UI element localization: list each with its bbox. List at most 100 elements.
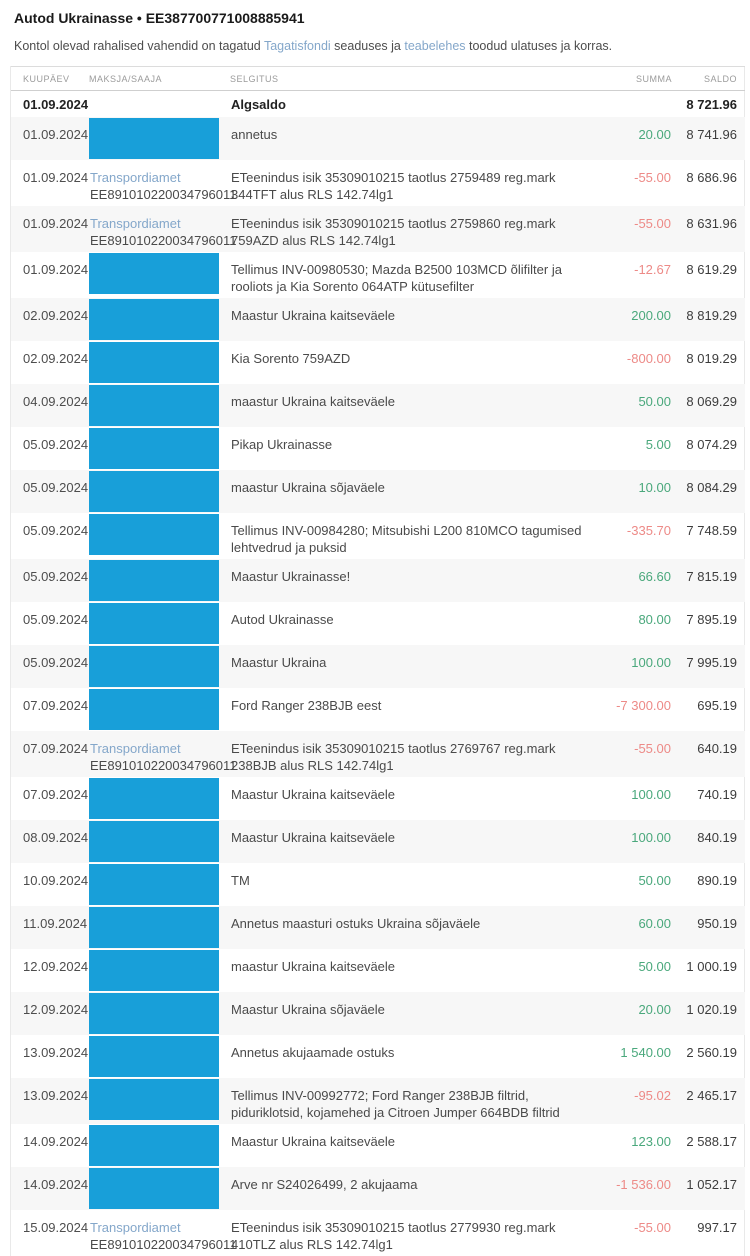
transaction-date: 05.09.2024 — [23, 655, 89, 670]
transaction-date: 04.09.2024 — [23, 394, 89, 409]
transaction-description: Pikap Ukrainasse — [231, 437, 333, 452]
transaction-balance: 8 074.29 — [686, 437, 737, 452]
transaction-row[interactable]: 10.09.2024 TM 50.00 890.19 — [11, 863, 745, 906]
transaction-date: 12.09.2024 — [23, 1002, 89, 1017]
transaction-amount — [612, 91, 672, 118]
transaction-date: 07.09.2024 — [23, 787, 89, 802]
transaction-row[interactable]: 05.09.2024 Autod Ukrainasse 80.00 7 895.19 — [11, 602, 745, 645]
transaction-row[interactable]: 02.09.2024 Maastur Ukraina kaitseväele 200… — [11, 298, 745, 341]
transaction-description: ETeenindus isik 35309010215 taotlus 2769… — [231, 741, 556, 773]
payer-cell — [89, 777, 230, 820]
transaction-description: maastur Ukraina kaitseväele — [231, 394, 396, 409]
payer-link[interactable]: Transpordiamet — [90, 216, 181, 231]
payer-cell — [89, 688, 230, 731]
transaction-amount: 20.00 — [638, 1002, 671, 1017]
transaction-description: Autod Ukrainasse — [231, 612, 334, 627]
column-header-payer: Maksja/saaja — [89, 66, 230, 91]
transaction-row[interactable]: 07.09.2024 Transpordiamet EE89101022003479… — [11, 731, 745, 777]
transaction-row[interactable]: 08.09.2024 Maastur Ukraina kaitseväele 100… — [11, 820, 745, 863]
opening-balance-row: 01.09.2024 Algsaldo 8 721.96 — [11, 91, 745, 118]
transaction-description: Arve nr S24026499, 2 akujaama — [231, 1177, 418, 1192]
transaction-row[interactable]: 01.09.2024 Tellimus INV-00980530; Mazda B… — [11, 252, 745, 298]
transaction-date: 02.09.2024 — [23, 308, 89, 323]
transaction-row[interactable]: 12.09.2024 Maastur Ukraina sõjaväele 20.00… — [11, 992, 745, 1035]
transaction-row[interactable]: 02.09.2024 Kia Sorento 759AZD -800.00 8 019… — [11, 341, 745, 384]
transaction-amount: -55.00 — [634, 1220, 671, 1235]
notice-link[interactable]: Tagatisfondi — [263, 39, 331, 53]
transaction-row[interactable]: 13.09.2024 Annetus akujaamade ostuks 1 540… — [11, 1035, 745, 1078]
transaction-row[interactable]: 05.09.2024 Pikap Ukrainasse 5.00 8 074.29 — [11, 427, 745, 470]
redacted-payer-box — [89, 471, 219, 512]
notice-link[interactable]: teabelehes — [404, 39, 466, 53]
transaction-amount: 20.00 — [638, 127, 671, 142]
transaction-description: Tellimus INV-00992772; Ford Ranger 238BJ… — [231, 1088, 560, 1120]
transaction-description: maastur Ukraina sõjaväele — [231, 480, 385, 495]
redacted-payer-box — [89, 1168, 219, 1209]
transaction-amount: -1 536.00 — [616, 1177, 671, 1192]
transaction-date: 01.09.2024 — [23, 262, 89, 277]
payer-cell — [89, 1124, 230, 1167]
payer-account: EE891010220034796011 — [90, 233, 237, 248]
transaction-description: Kia Sorento 759AZD — [231, 351, 351, 366]
transaction-balance: 8 084.29 — [686, 480, 737, 495]
transaction-date: 05.09.2024 — [23, 612, 89, 627]
transaction-date: 08.09.2024 — [23, 830, 89, 845]
payer-link[interactable]: Transpordiamet — [90, 1220, 181, 1235]
transaction-date: 12.09.2024 — [23, 959, 89, 974]
transaction-row[interactable]: 01.09.2024 Transpordiamet EE89101022003479… — [11, 206, 745, 252]
transaction-row[interactable]: 14.09.2024 Maastur Ukraina kaitseväele 123… — [11, 1124, 745, 1167]
redacted-payer-box — [89, 118, 219, 159]
transaction-description: Maastur Ukraina kaitseväele — [231, 308, 396, 323]
transaction-row[interactable]: 12.09.2024 maastur Ukraina kaitseväele 50.… — [11, 949, 745, 992]
redacted-payer-box — [89, 907, 219, 948]
transaction-row[interactable]: 14.09.2024 Arve nr S24026499, 2 akujaama -… — [11, 1167, 745, 1210]
payer-cell — [89, 906, 230, 949]
payer-cell — [89, 820, 230, 863]
transaction-row[interactable]: 07.09.2024 Maastur Ukraina kaitseväele 100… — [11, 777, 745, 820]
payer-cell — [89, 341, 230, 384]
transaction-balance: 8 741.96 — [686, 127, 737, 142]
redacted-payer-box — [89, 689, 219, 730]
notice-text: toodud ulatuses ja korras. — [465, 39, 613, 53]
transaction-date: 14.09.2024 — [23, 1134, 89, 1149]
transaction-row[interactable]: 05.09.2024 Maastur Ukrainasse! 66.60 7 815.… — [11, 559, 745, 602]
redacted-payer-box — [89, 1036, 219, 1077]
payer-cell: Transpordiamet EE891010220034796011 — [89, 206, 237, 252]
transaction-description: Maastur Ukrainasse! — [231, 569, 351, 584]
transaction-balance: 890.19 — [697, 873, 737, 888]
transaction-date: 01.09.2024 — [23, 97, 89, 112]
transaction-row[interactable]: 07.09.2024 Ford Ranger 238BJB eest -7 300.… — [11, 688, 745, 731]
payer-cell — [89, 992, 230, 1035]
transaction-row[interactable]: 13.09.2024 Tellimus INV-00992772; Ford Ra… — [11, 1078, 745, 1124]
transaction-balance: 1 000.19 — [686, 959, 737, 974]
transaction-date: 15.09.2024 — [23, 1220, 89, 1235]
transaction-row[interactable]: 01.09.2024 annetus 20.00 8 741.96 — [11, 117, 745, 160]
transaction-row[interactable]: 05.09.2024 maastur Ukraina sõjaväele 10.00… — [11, 470, 745, 513]
transaction-amount: -7 300.00 — [616, 698, 671, 713]
payer-cell: Transpordiamet EE891010220034796011 — [89, 731, 237, 777]
transaction-row[interactable]: 01.09.2024 Transpordiamet EE89101022003479… — [11, 160, 745, 206]
transaction-description: Maastur Ukraina sõjaväele — [231, 1002, 385, 1017]
transaction-row[interactable]: 15.09.2024 Transpordiamet EE89101022003479… — [11, 1210, 745, 1256]
payer-cell — [89, 513, 230, 559]
transaction-amount: 100.00 — [631, 830, 671, 845]
column-header-description: Selgitus — [230, 66, 612, 91]
transaction-row[interactable]: 04.09.2024 maastur Ukraina kaitseväele 50.… — [11, 384, 745, 427]
payer-link[interactable]: Transpordiamet — [90, 170, 181, 185]
transaction-balance: 1 052.17 — [686, 1177, 737, 1192]
transaction-row[interactable]: 11.09.2024 Annetus maasturi ostuks Ukrain… — [11, 906, 745, 949]
transaction-description: Algsaldo — [231, 97, 286, 112]
payer-link[interactable]: Transpordiamet — [90, 741, 181, 756]
payer-cell — [89, 470, 230, 513]
transaction-row[interactable]: 05.09.2024 Maastur Ukraina 100.00 7 995.19 — [11, 645, 745, 688]
redacted-payer-box — [89, 514, 219, 555]
transaction-amount: 200.00 — [631, 308, 671, 323]
redacted-payer-box — [89, 428, 219, 469]
transaction-balance: 8 069.29 — [686, 394, 737, 409]
transaction-description: Annetus akujaamade ostuks — [231, 1045, 395, 1060]
payer-account: EE891010220034796011 — [90, 1237, 237, 1252]
transaction-description: Maastur Ukraina kaitseväele — [231, 830, 396, 845]
transaction-description: maastur Ukraina kaitseväele — [231, 959, 396, 974]
transaction-description: Tellimus INV-00980530; Mazda B2500 103MC… — [231, 262, 562, 294]
transaction-row[interactable]: 05.09.2024 Tellimus INV-00984280; Mitsubi… — [11, 513, 745, 559]
